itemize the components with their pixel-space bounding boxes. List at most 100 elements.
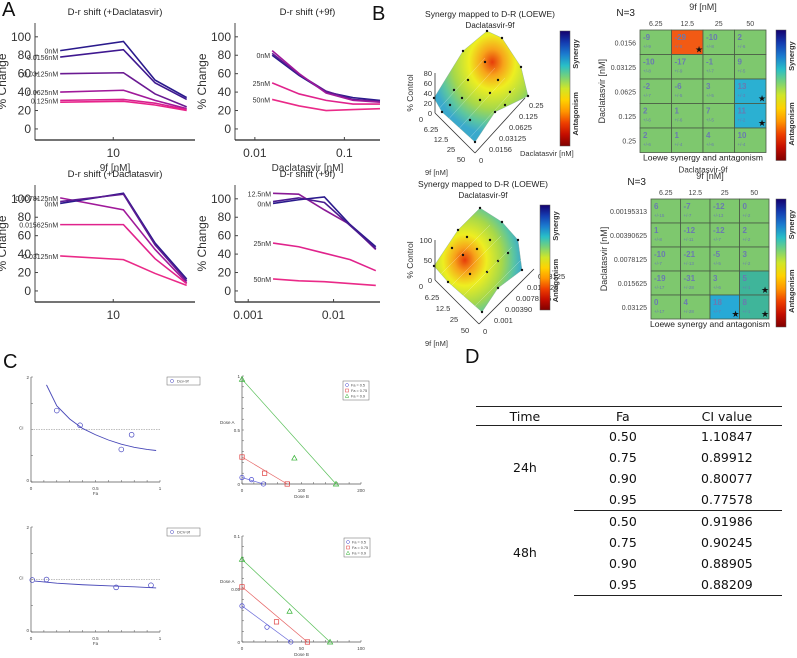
fit-curve	[34, 580, 157, 589]
series-label: 50nM	[253, 97, 271, 104]
heatmap-cell-error: +/-7	[643, 93, 651, 98]
surface-node	[526, 94, 530, 98]
surface-z-label: % Control	[405, 74, 415, 111]
cell-ci: 1.10847	[701, 428, 753, 444]
series-line	[272, 278, 376, 287]
col-header-ci: CI value	[671, 406, 782, 426]
surface-x-tick: 6.25	[424, 125, 439, 134]
x-axis-label: Dose B	[294, 652, 309, 657]
line-chart-a4: D-r shift (+9f) 0 20 40 60 80 100 0.001 0.01 % Ch…	[195, 169, 380, 322]
surface-x-label: 9f [nM]	[425, 168, 448, 177]
heatmap-cell-error: +/-28	[684, 309, 695, 314]
cell-time: 48h	[513, 545, 537, 560]
fit-curve	[46, 384, 157, 451]
y-axis-label: % Change	[195, 215, 209, 271]
heatmap-cell-error: +/-2	[743, 213, 751, 218]
y-tick-label: 40	[18, 247, 32, 261]
heatmap-footer: Loewe synergy and antagonism	[643, 153, 763, 163]
heatmap-cell-value: 3	[713, 274, 718, 283]
heatmap-cell-error: +/-8	[675, 44, 683, 49]
y-axis-label: % Change	[0, 53, 9, 109]
isobologram-c2: 0 100 200 0 0.5 1 Dose B Dose A Fa = 0.5Fa = 0.7…	[220, 374, 370, 499]
y-axis-label: % Change	[195, 53, 209, 109]
isobole-line	[241, 477, 264, 485]
y-tick-label: 0.5	[234, 428, 241, 433]
heatmap-cell-error: +/-1	[743, 309, 751, 314]
x-tick-label: 1	[159, 486, 162, 491]
series-line	[60, 197, 188, 284]
x-tick-label: 10	[107, 308, 121, 322]
significance-star: ★	[758, 94, 766, 104]
series-label: 0nM	[45, 49, 59, 56]
surface-subtitle: Daclatasvir-9f	[459, 191, 509, 200]
heatmap-cell-value: 0	[743, 202, 748, 211]
data-point-circle	[239, 603, 245, 609]
line-chart-a1: D-r shift (+Daclatasvir) 0 20 40 60 80 100 10 9f…	[0, 7, 195, 174]
heatmap-cell-value: -31	[684, 274, 696, 283]
data-point-circle	[239, 474, 245, 481]
surface-grid-line	[444, 67, 496, 124]
data-point-square	[239, 584, 245, 590]
line-chart-a3: D-r shift (+Daclatasvir) 0 20 40 60 80 100 10 % …	[0, 169, 195, 322]
significance-star: ★	[761, 309, 769, 319]
series-label: 50nM	[254, 277, 272, 284]
x-axis-label: 9f [nM]	[100, 163, 131, 174]
surface-node	[468, 272, 472, 276]
data-point-triangle	[326, 638, 334, 645]
y-tick-label: 0	[26, 478, 29, 483]
y-tick-label: 80	[18, 48, 32, 62]
y-tick-label: 0	[24, 284, 31, 298]
heatmap-cell-error: +/-2	[743, 261, 751, 266]
heatmap-cell-error: +/-17	[654, 285, 665, 290]
heatmap-cell	[671, 29, 704, 55]
heatmap-cell-value: 18	[713, 298, 722, 307]
x-tick-label: 0.5	[92, 636, 99, 641]
y-tick-label: 100	[11, 30, 31, 44]
x-tick-label: 100	[357, 646, 365, 651]
heatmap-cell-value: -10	[706, 33, 718, 42]
heatmap-cell-value: 3	[706, 82, 711, 91]
data-point-square	[284, 481, 290, 487]
synergy-heatmap-b4: N=39f [nM]6.25 12.5 25 500.001953130.003906…	[599, 171, 796, 329]
cell-ci: 0.90245	[701, 534, 753, 550]
data-point-square	[273, 619, 280, 625]
table-row: 48h 0.50 0.91986	[476, 511, 782, 561]
series-label: 0.0156nM	[27, 55, 58, 62]
heatmap-cell-error: +/-5	[713, 261, 721, 266]
table-row: 24h 0.50 1.10847	[476, 426, 782, 476]
heatmap-cell-error: +/-13	[684, 261, 695, 266]
legend-label: Fa = 0.75	[351, 389, 367, 393]
surface-y-tick: 0.0156	[489, 145, 512, 154]
heatmap-cell-value: -12	[684, 226, 696, 235]
heatmap-cell-value: 8	[743, 298, 748, 307]
surface-node	[493, 110, 497, 114]
surface-mesh	[433, 30, 529, 143]
cell-ci: 0.88209	[671, 574, 782, 596]
surface-node	[468, 118, 472, 122]
cell-fa: 0.75	[608, 449, 637, 465]
significance-star: ★	[761, 285, 769, 295]
heatmap-cell-value: -21	[684, 250, 696, 259]
heatmap-cell	[671, 127, 704, 153]
surface-node	[519, 65, 523, 69]
data-point-circle	[260, 481, 266, 487]
data-point-triangle	[238, 375, 246, 382]
series-label: 0.125nM	[31, 98, 58, 105]
surface-node	[475, 247, 479, 251]
panel-letter-b: B	[372, 3, 386, 25]
surface-x-tick: 50	[461, 326, 469, 335]
surface-node	[446, 280, 450, 284]
surface-node	[496, 259, 500, 263]
series-label: 25nM	[254, 241, 272, 248]
data-point-triangle	[238, 556, 246, 562]
y-axis-label: Dose A	[220, 579, 235, 584]
heatmap-x-axis-label: 9f [nM]	[696, 171, 724, 181]
heatmap-cell-value: 9	[738, 58, 743, 67]
x-axis-label: Dose B	[294, 494, 309, 499]
heatmap-cell-error: +/-9	[643, 44, 651, 49]
colorbar	[539, 204, 551, 311]
heatmap-cell-value: 0	[654, 298, 659, 307]
surface-x-tick: 12.5	[434, 135, 449, 144]
y-axis-label: % Change	[0, 215, 9, 271]
heatmap-cell-value: 4	[706, 131, 711, 140]
